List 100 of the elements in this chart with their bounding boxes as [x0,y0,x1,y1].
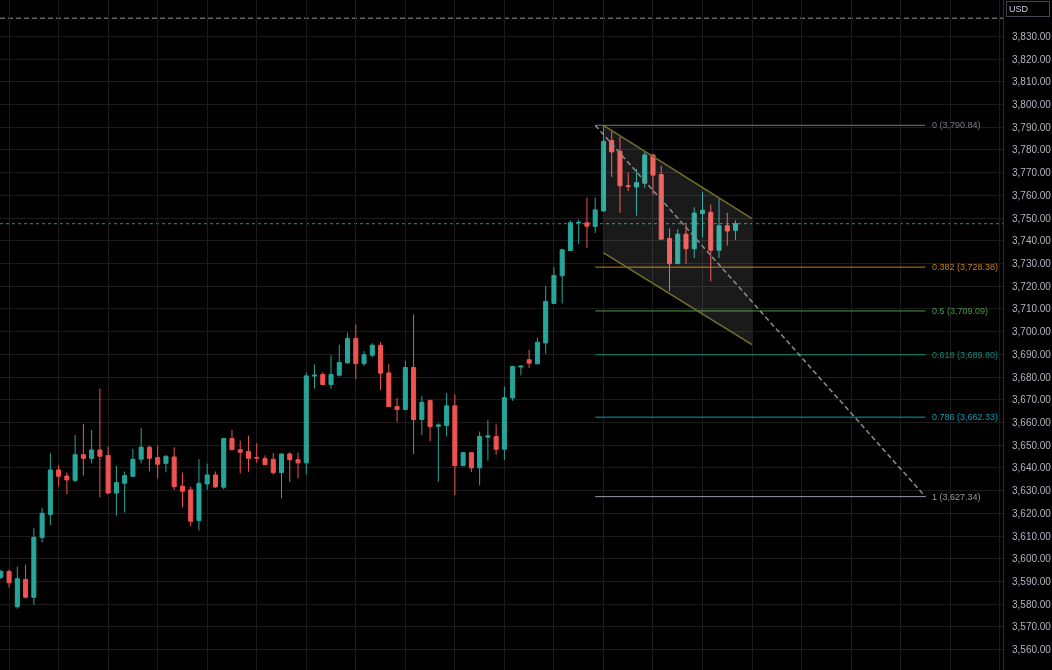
candlestick [130,448,136,478]
candlestick [6,569,12,588]
candlestick [567,220,573,252]
candlestick [303,371,309,476]
candlestick [171,446,177,491]
candlestick [460,451,466,467]
candlestick [452,394,458,496]
candlestick [411,314,417,455]
candlestick [39,507,45,543]
candlestick [468,451,474,473]
candlestick [534,337,540,365]
candlestick [444,392,450,438]
y-tick-label: 3,780.00 [1012,144,1052,156]
candlestick [229,429,235,451]
y-tick-label: 3,630.00 [1012,485,1052,497]
candlestick [122,471,128,513]
candlestick [733,219,739,241]
candlestick [617,136,623,214]
candlestick [650,153,656,196]
y-tick-label: 3,740.00 [1012,235,1052,247]
candlestick [204,463,210,491]
candlestick [237,440,243,474]
candlestick [179,472,185,508]
candlestick [633,168,639,217]
candlestick [80,423,86,477]
candlestick [0,569,4,580]
candlestick [551,266,557,305]
candlestick [270,452,276,476]
candlestick [312,364,318,390]
candlestick [353,324,359,380]
y-tick-label: 3,570.00 [1012,621,1052,633]
y-tick-label: 3,760.00 [1012,189,1052,201]
candlestick [600,124,606,212]
candlestick [419,395,425,436]
candlestick [320,371,326,386]
y-tick-label: 3,560.00 [1012,644,1052,656]
candlestick [336,344,342,378]
y-tick-label: 3,730.00 [1012,257,1052,269]
candlestick [658,165,664,241]
y-tick-label: 3,640.00 [1012,462,1052,474]
y-tick-label: 3,720.00 [1012,280,1052,292]
candlestick [64,472,70,495]
candlestick [526,349,532,369]
candlestick [361,350,367,367]
y-tick-label: 3,660.00 [1012,416,1052,428]
candlestick [31,527,37,606]
candlestick [378,341,384,391]
candlestick [14,566,20,610]
y-tick-label: 3,590.00 [1012,575,1052,587]
candlestick [245,435,251,473]
y-tick-label: 3,680.00 [1012,371,1052,383]
candlestick [138,427,144,464]
candlestick [72,434,78,483]
ref-line-label: 0 (3,790.84) [932,120,981,130]
candlestick [493,423,499,456]
candlestick [543,285,549,355]
candlestick [609,130,615,178]
candlestick [666,227,673,292]
candlestick [328,354,334,390]
candlestick [262,454,268,466]
candlestick [708,204,714,282]
candlestick [699,191,706,238]
candlestick [675,228,681,265]
candlestick [386,363,392,408]
y-axis-title: USD [1009,4,1029,14]
candlestick [163,454,169,473]
y-tick-label: 3,820.00 [1012,53,1052,65]
candlestick [369,342,375,358]
candlestick [427,399,433,442]
y-tick-label: 3,770.00 [1012,167,1052,179]
y-tick-label: 3,710.00 [1012,303,1052,315]
candlestick [724,212,730,247]
candlestick [394,397,400,423]
ref-line-label: 0.5 (3,709.09) [932,306,989,316]
candlestick [23,564,29,599]
candlestick [188,486,194,527]
candlestick [518,365,524,376]
candlestick [212,471,218,489]
y-tick-label: 3,800.00 [1012,98,1052,110]
candlestick [196,458,202,532]
candlestick [254,442,260,464]
candlestick [221,437,227,490]
y-tick-label: 3,830.00 [1012,30,1052,42]
y-tick-label: 3,610.00 [1012,530,1052,542]
candlestick [510,365,516,402]
y-tick-label: 3,790.00 [1012,121,1052,133]
candlestick [592,197,598,234]
candlestick [113,465,119,517]
candlestick [625,172,631,192]
y-tick-label: 3,700.00 [1012,326,1052,338]
y-tick-label: 3,690.00 [1012,348,1052,360]
candlestick [716,198,722,259]
y-tick-label: 3,620.00 [1012,507,1052,519]
candlestick [642,151,648,189]
candlestick [278,453,285,499]
candlestick [89,429,95,464]
candlestick [155,445,161,480]
ref-line-label: 0.786 (3,662.33) [932,412,999,422]
y-tick-label: 3,580.00 [1012,598,1052,610]
candlestick [501,386,507,461]
